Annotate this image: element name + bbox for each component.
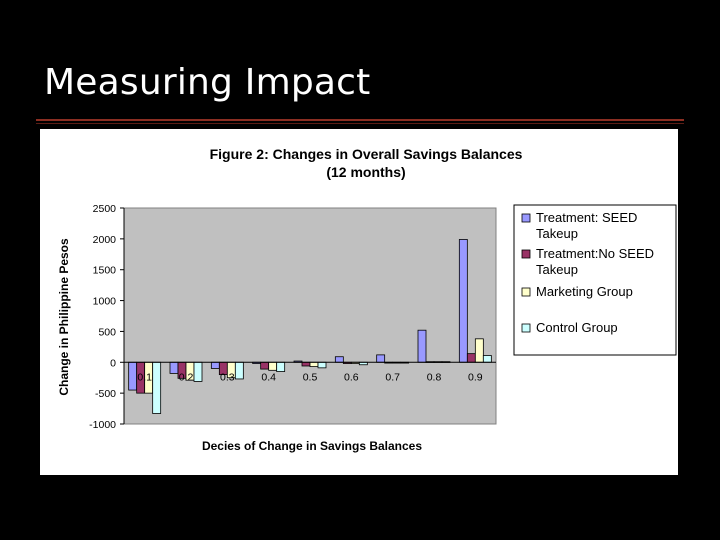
y-tick-label: 2500	[93, 203, 117, 215]
legend-entry: Control Group	[536, 320, 618, 335]
legend-entry-line: Marketing Group	[536, 284, 633, 299]
x-tick-label: 0.1	[137, 371, 152, 383]
bar-4-0.9	[482, 355, 492, 363]
legend-swatch	[521, 249, 531, 259]
bar-1-0.3	[210, 361, 220, 369]
chart-subtitle: (12 months)	[326, 164, 405, 180]
y-tick-label: 0	[110, 357, 116, 369]
legend-box	[513, 204, 677, 356]
x-tick-label: 0.4	[261, 371, 276, 383]
y-tick-label: 500	[98, 326, 116, 338]
bar-1-0.6	[334, 356, 344, 363]
bar-4-0.1	[152, 361, 162, 414]
x-tick-label: 0.7	[385, 371, 400, 383]
y-tick-label: 2000	[93, 234, 117, 246]
legend-entry-line: Takeup	[536, 226, 578, 241]
legend-entry-line: Treatment: SEED	[536, 210, 637, 225]
slide-title: Measuring Impact	[44, 62, 371, 103]
title-divider-shadow	[36, 123, 684, 124]
x-tick-label: 0.8	[427, 371, 442, 383]
bar-3-0.9	[474, 338, 484, 363]
bar-2-0.4	[260, 361, 270, 370]
x-tick-label: 0.2	[179, 371, 194, 383]
bar-2-0.5	[301, 361, 311, 367]
savings-bar-chart: Figure 2: Changes in Overall Savings Bal…	[57, 146, 677, 453]
plot-area	[123, 207, 497, 425]
bar-1-0.2	[169, 361, 179, 374]
x-tick-label: 0.6	[344, 371, 359, 383]
bar-3-0.5	[309, 361, 319, 368]
x-tick-label: 0.5	[303, 371, 318, 383]
bar-1-0.7	[376, 354, 386, 363]
y-tick-label: 1500	[93, 265, 117, 277]
y-axis-label: Change in Philippine Pesos	[57, 238, 71, 396]
x-axis-label: Decies of Change in Savings Balances	[202, 439, 422, 453]
legend-swatch	[521, 213, 531, 223]
legend-entry: Marketing Group	[536, 284, 633, 299]
chart-title: Figure 2: Changes in Overall Savings Bal…	[210, 146, 523, 162]
bar-4-0.3	[234, 361, 244, 380]
bar-3-0.4	[268, 361, 278, 371]
y-tick-label: 1000	[93, 296, 117, 308]
bar-4-0.5	[317, 361, 327, 369]
bar-4-0.4	[276, 361, 286, 372]
legend-entry-line: Control Group	[536, 320, 618, 335]
bar-4-0.2	[193, 361, 203, 382]
title-divider	[36, 119, 684, 121]
chart-container: Figure 2: Changes in Overall Savings Bal…	[40, 129, 678, 475]
legend-swatch	[521, 323, 531, 333]
y-tick-label: -1000	[89, 419, 116, 431]
bar-1-0.1	[128, 361, 138, 391]
bar-1-0.9	[458, 239, 468, 363]
legend-entry: Treatment:No SEED Takeup	[536, 246, 654, 277]
legend-entry-line: Takeup	[536, 262, 578, 277]
x-tick-label: 0.3	[220, 371, 235, 383]
x-tick-label: 0.9	[468, 371, 483, 383]
bar-2-0.9	[466, 353, 476, 363]
legend-entry: Treatment: SEED Takeup	[536, 210, 637, 241]
bar-1-0.8	[417, 329, 427, 363]
legend-entry-line: Treatment:No SEED	[536, 246, 654, 261]
y-tick-label: -500	[95, 388, 116, 400]
legend-swatch	[521, 287, 531, 297]
